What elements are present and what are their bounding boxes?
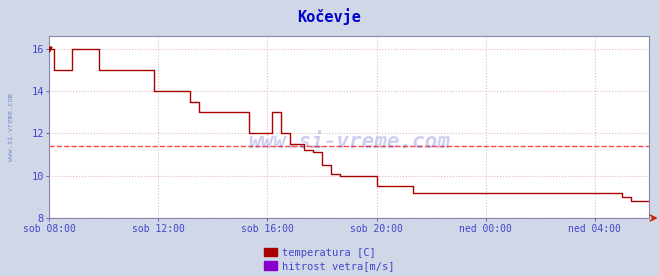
Text: www.si-vreme.com: www.si-vreme.com — [248, 132, 450, 152]
Text: www.si-vreme.com: www.si-vreme.com — [8, 93, 14, 161]
Legend: temperatura [C], hitrost vetra[m/s]: temperatura [C], hitrost vetra[m/s] — [264, 248, 395, 271]
Text: Kočevje: Kočevje — [298, 8, 361, 25]
